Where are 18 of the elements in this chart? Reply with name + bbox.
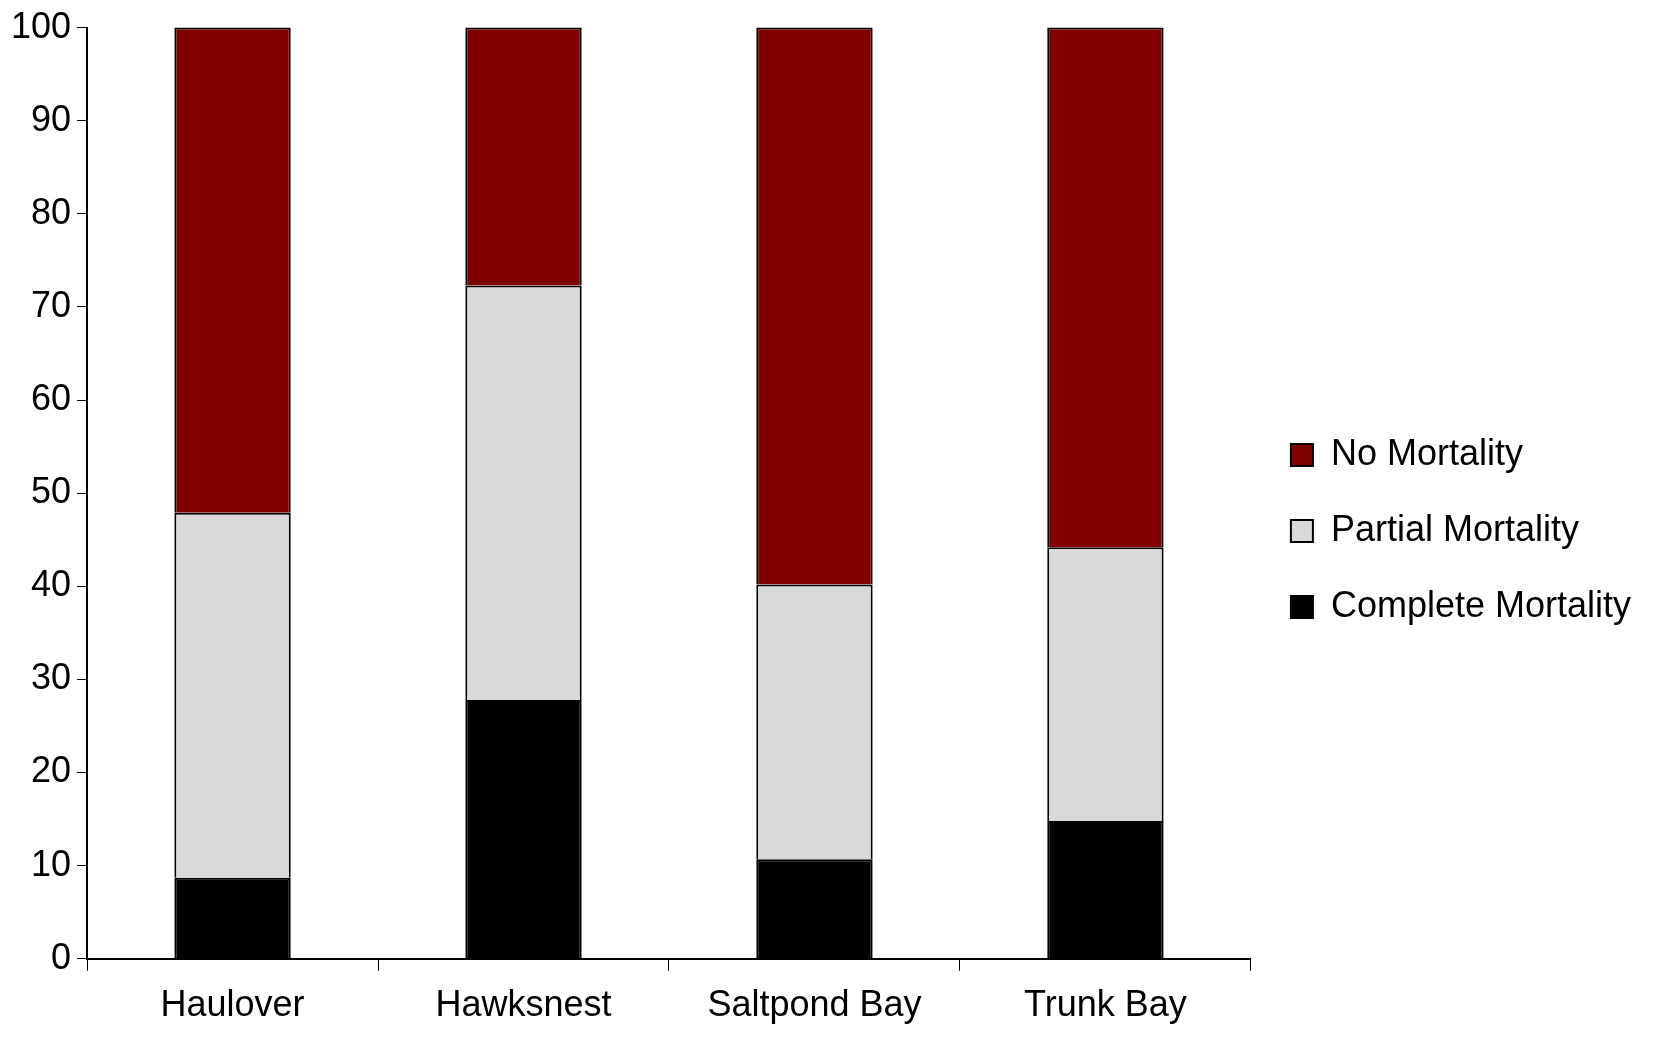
y-tick-label: 0 [51,935,72,977]
y-tick-label: 40 [31,563,72,605]
y-tick-label: 30 [31,656,72,698]
x-tick-label: Saltpond Bay [707,983,922,1025]
y-tick-label: 90 [31,97,72,139]
legend-label: No Mortality [1330,431,1523,473]
y-tick-label: 60 [31,377,72,418]
y-tick-label: 50 [31,470,72,512]
y-tick-label: 70 [31,283,72,325]
y-tick-label: 80 [31,190,72,232]
x-tick-label: Hawksnest [435,983,612,1025]
x-tick-label: Trunk Bay [1024,983,1187,1025]
legend-label: Partial Mortality [1330,507,1579,549]
y-tick-label: 10 [31,842,72,884]
y-tick-label: 20 [31,749,72,791]
legend-label: Complete Mortality [1330,583,1631,625]
x-tick-label: Haulover [160,983,305,1025]
y-tick-label: 100 [10,4,72,46]
